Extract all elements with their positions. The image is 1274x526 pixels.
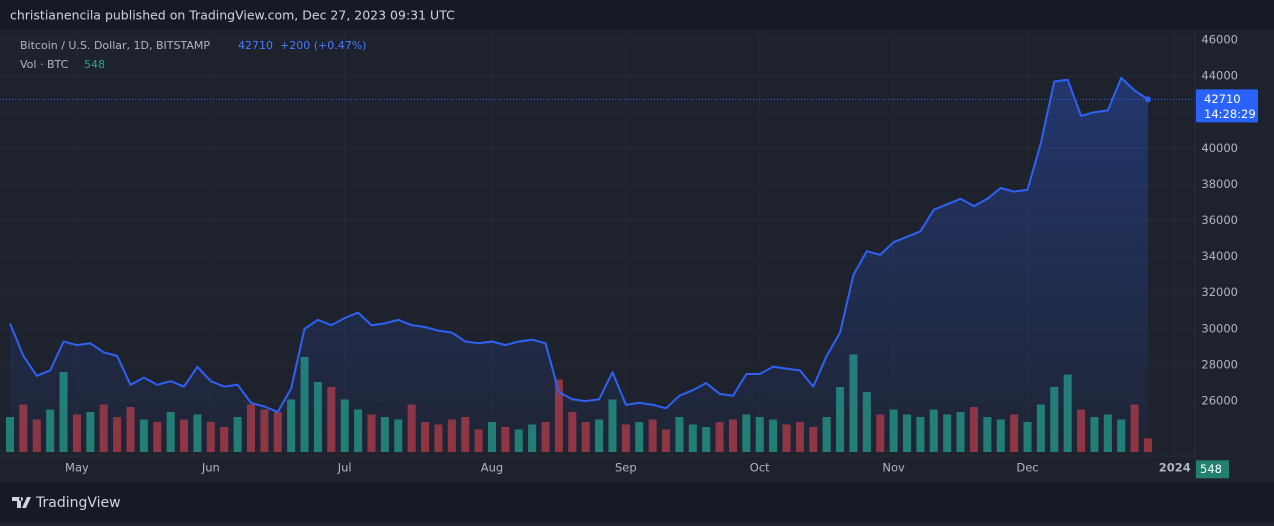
x-tick-label: Sep [615,461,637,475]
last-price-badge [1196,89,1258,123]
last-price-dot [1145,96,1151,103]
last-price-label: 42710 [1204,92,1241,106]
symbol-title: Bitcoin / U.S. Dollar, 1D, BITSTAMP [20,39,210,52]
x-tick-label: May [65,461,89,475]
publisher-line: christianencila published on TradingView… [10,8,455,23]
x-tick-label: Jul [337,461,352,475]
change-legend: +200 (+0.47%) [280,39,366,52]
y-tick-label: 40000 [1201,141,1238,155]
y-tick-label: 26000 [1201,394,1238,408]
y-tick-label: 30000 [1201,321,1238,335]
x-tick-label: Aug [481,461,503,475]
y-tick-label: 28000 [1201,357,1238,371]
y-tick-label: 36000 [1201,213,1238,227]
brand-name: TradingView [35,495,121,511]
volume-axis-label: 548 [1200,462,1222,476]
price-line [9,76,1149,413]
area-fill [10,77,1148,453]
volume-legend: 548 [84,58,105,71]
y-tick-label: 34000 [1201,249,1238,263]
volume-badge [1196,460,1229,479]
x-tick-label: Dec [1016,461,1038,475]
y-tick-label: 46000 [1201,32,1238,46]
last-price-legend: 42710 [238,39,273,52]
y-tick-label: 32000 [1201,285,1238,299]
brand-logo [12,497,31,508]
volume-title: Vol · BTC [20,58,69,71]
countdown-label: 14:28:29 [1204,107,1256,121]
x-tick-label: Oct [750,461,770,475]
bottom-bar [0,482,1274,522]
x-tick-label: 2024 [1159,461,1191,475]
y-tick-label: 38000 [1201,177,1238,191]
x-tick-label: Jun [201,461,220,475]
top-bar [0,0,1274,30]
x-tick-label: Nov [882,461,905,475]
y-tick-label: 44000 [1201,69,1238,83]
